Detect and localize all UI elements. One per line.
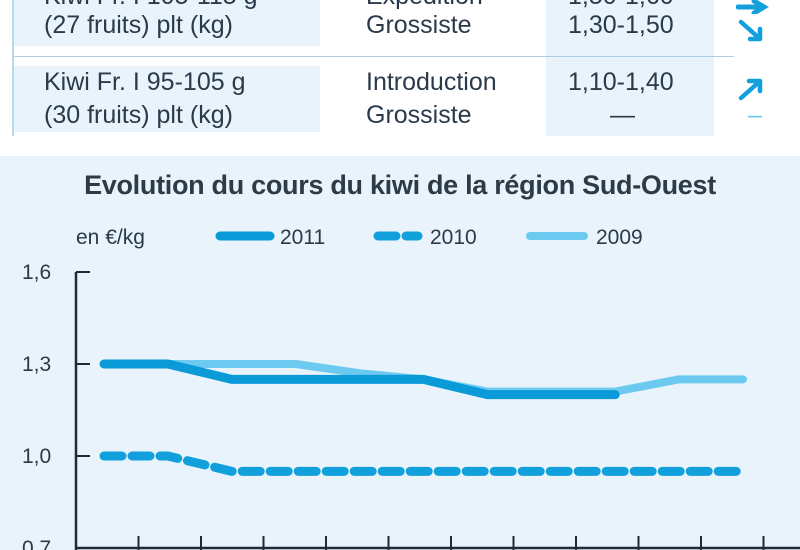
row1-price-line1: 1,50-1,60 xyxy=(568,0,674,12)
series-line-2010 xyxy=(99,451,748,476)
y-axis-unit-label: en €/kg xyxy=(76,226,145,249)
row2-price-line1: 1,10-1,40 xyxy=(568,68,674,96)
price-column-band xyxy=(546,0,714,136)
row2-product-line2: (30 fruits) plt (kg) xyxy=(44,101,233,129)
chart-axes: 1,6 1,3 1,0 0,7 xyxy=(22,261,800,550)
product-cell-band-1 xyxy=(14,0,320,46)
price-table xyxy=(12,0,800,136)
legend-label-2010: 2010 xyxy=(430,226,477,249)
y-tick-label: 1,0 xyxy=(22,445,51,468)
row2-price-line2: — xyxy=(610,101,635,129)
y-tick-label: 1,3 xyxy=(22,353,51,376)
row1-stage-line2: Grossiste xyxy=(366,11,472,39)
up-right-arrow-icon xyxy=(738,78,763,101)
row1-stage-line1: Expédition xyxy=(366,0,483,12)
chart-series xyxy=(99,359,748,476)
down-right-arrow-icon xyxy=(738,19,763,42)
row2-trend-dash: – xyxy=(748,101,762,129)
row1-product-line2: (27 fruits) plt (kg) xyxy=(44,11,233,39)
row1-product-line1: Kiwi Fr. I 105-115 g xyxy=(44,0,258,12)
y-tick-label: 1,6 xyxy=(22,261,51,284)
right-arrow-icon xyxy=(736,0,769,14)
product-cell-band-2 xyxy=(14,66,320,132)
row-divider xyxy=(14,56,734,57)
row2-product-line1: Kiwi Fr. I 95-105 g xyxy=(44,68,246,96)
legend-label-2009: 2009 xyxy=(596,226,643,249)
y-tick-label: 0,7 xyxy=(22,537,51,550)
chart-title: Evolution du cours du kiwi de la région … xyxy=(84,170,716,200)
row1-price-line2: 1,30-1,50 xyxy=(568,11,674,39)
row2-stage-line1: Introduction xyxy=(366,68,497,96)
series-line-2011 xyxy=(99,359,620,400)
chart-panel xyxy=(0,156,800,550)
chart-legend: 2011 2010 2009 xyxy=(215,226,643,249)
legend-label-2011: 2011 xyxy=(280,226,325,249)
row2-stage-line2: Grossiste xyxy=(366,101,472,129)
